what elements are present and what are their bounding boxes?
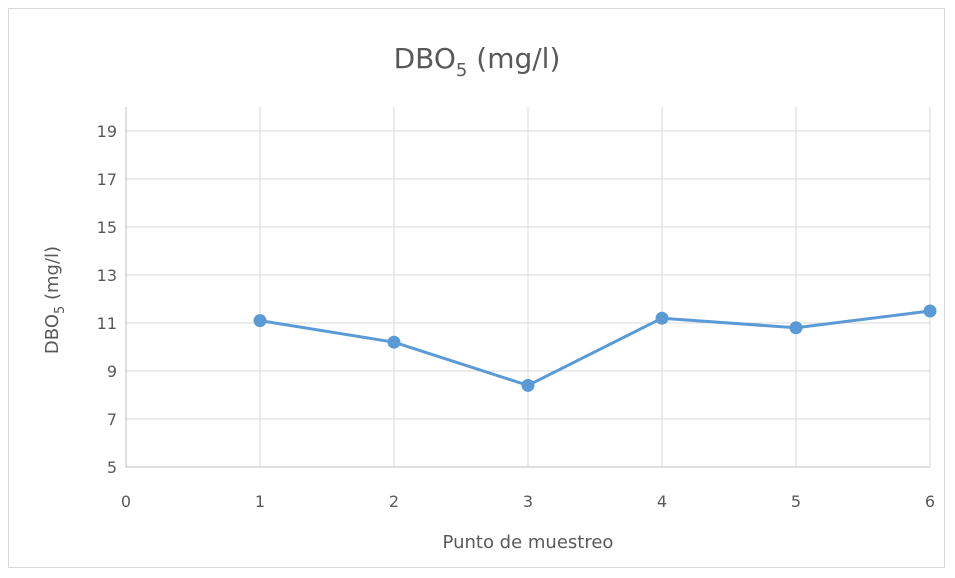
series-layer (254, 305, 937, 392)
y-tick-label: 9 (107, 362, 117, 381)
data-point (924, 305, 937, 318)
x-tick-label: 5 (791, 492, 801, 511)
data-point (656, 312, 669, 325)
data-point (790, 321, 803, 334)
x-gridlines (126, 107, 930, 467)
y-tick-labels: 5 7 9 11 13 15 17 19 (97, 122, 117, 477)
chart-title-main: DBO (394, 42, 456, 75)
x-tick-label: 1 (255, 492, 265, 511)
chart-title: DBO5 (mg/l) (394, 42, 561, 81)
data-point (388, 336, 401, 349)
chart-title-unit: (mg/l) (467, 42, 560, 75)
x-tick-label: 3 (523, 492, 533, 511)
y-tick-label: 15 (97, 218, 117, 237)
data-point (254, 314, 267, 327)
x-tick-label: 4 (657, 492, 667, 511)
y-axis-label-unit: (mg/l) (42, 246, 63, 306)
y-axis-label-main: DBO (42, 314, 63, 354)
y-tick-label: 5 (107, 458, 117, 477)
y-axis-label-subscript: 5 (53, 306, 68, 314)
chart-title-subscript: 5 (456, 60, 467, 81)
x-tick-label: 0 (121, 492, 131, 511)
y-tick-label: 13 (97, 266, 117, 285)
y-axis-label: DBO5 (mg/l) (42, 246, 68, 354)
y-tick-label: 19 (97, 122, 117, 141)
y-tick-label: 11 (97, 314, 117, 333)
x-tick-label: 2 (389, 492, 399, 511)
y-tick-label: 7 (107, 410, 117, 429)
data-point (522, 379, 535, 392)
x-tick-labels: 0 1 2 3 4 5 6 (121, 492, 935, 511)
x-axis-label: Punto de muestreo (443, 532, 614, 553)
y-tick-label: 17 (97, 170, 117, 189)
x-tick-label: 6 (925, 492, 935, 511)
series-line (260, 311, 930, 385)
